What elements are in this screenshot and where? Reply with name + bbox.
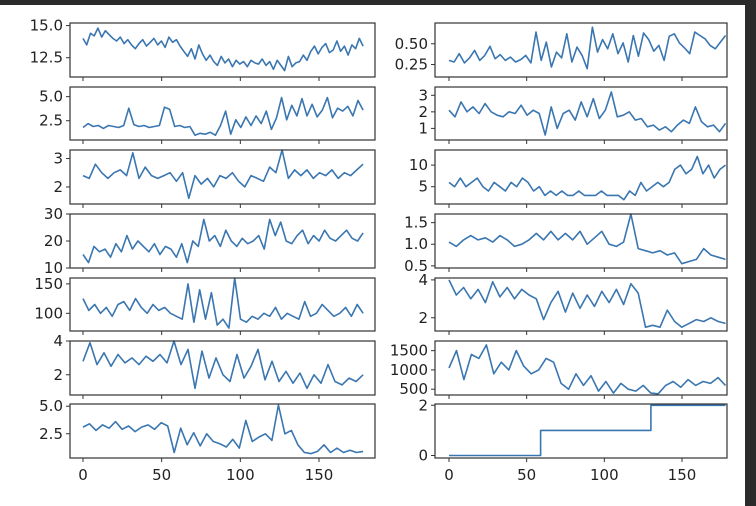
y-tick-label: 20 bbox=[44, 232, 63, 250]
y-tick-label: 150 bbox=[34, 275, 63, 293]
y-tick-label: 2 bbox=[418, 396, 428, 414]
axes-frame bbox=[69, 277, 376, 332]
x-tick-label: 100 bbox=[226, 466, 255, 484]
y-tick-label: 15.0 bbox=[30, 17, 63, 35]
subplot-r3c1: 23 bbox=[53, 149, 376, 208]
y-tick-label: 2 bbox=[53, 366, 63, 384]
subplot-r2c1: 2.55.0 bbox=[39, 86, 376, 144]
y-tick-label: 1 bbox=[418, 119, 428, 137]
x-tick-label: 150 bbox=[305, 466, 334, 484]
y-tick-label: 3 bbox=[53, 150, 63, 168]
series-line bbox=[449, 404, 726, 457]
axes-frame bbox=[434, 277, 728, 332]
subplot-r3c2: 510 bbox=[409, 149, 728, 208]
subplot-r5c1: 100 150 bbox=[34, 275, 376, 335]
series-line bbox=[82, 277, 364, 329]
axes-frame bbox=[434, 213, 728, 269]
y-tick-label: 4 bbox=[53, 332, 63, 350]
y-tick-label: 10 bbox=[44, 259, 63, 277]
y-tick-label: 2.5 bbox=[39, 425, 63, 443]
y-tick-label: 2 bbox=[53, 178, 63, 196]
series-line bbox=[448, 91, 727, 136]
y-tick-label: 2.5 bbox=[39, 112, 63, 130]
axes-frame bbox=[69, 340, 376, 396]
subplot-r2c2: 123 bbox=[418, 86, 728, 144]
subplot-r7c1: 2.5 5.0 0 50 100 150 bbox=[39, 397, 376, 484]
subplot-r4c2: 0.5 1.0 1.5 bbox=[404, 213, 728, 275]
series-line bbox=[82, 27, 364, 72]
series-line bbox=[448, 26, 727, 70]
y-tick-label: 5 bbox=[418, 178, 428, 196]
axes-frame bbox=[69, 22, 376, 78]
axes-frame bbox=[434, 149, 728, 205]
subplot-r7c2: 0 2 0 50 100 150 bbox=[418, 396, 728, 484]
x-tick-label: 100 bbox=[590, 466, 619, 484]
subplot-r5c2: 24 bbox=[418, 271, 728, 335]
y-tick-label: 5.0 bbox=[39, 88, 63, 106]
axes-frame bbox=[69, 86, 376, 141]
y-tick-label: 100 bbox=[34, 304, 63, 322]
y-tick-label: 0.25 bbox=[395, 56, 428, 74]
series-line bbox=[82, 404, 364, 455]
subplot-r6c1: 24 bbox=[53, 332, 376, 399]
axes-frame bbox=[69, 149, 376, 205]
figure-canvas bbox=[0, 5, 745, 506]
series-line bbox=[448, 279, 726, 329]
series-line bbox=[82, 218, 364, 264]
x-tick-label: 150 bbox=[668, 466, 697, 484]
y-tick-label: 0.5 bbox=[404, 257, 428, 275]
series-line bbox=[82, 96, 364, 136]
y-tick-label: 10 bbox=[409, 156, 428, 174]
series-line bbox=[448, 213, 726, 265]
axes-frame bbox=[434, 22, 728, 78]
y-tick-label: 1.0 bbox=[404, 235, 428, 253]
subplot-r1c2: 0.25 0.50 bbox=[395, 22, 728, 81]
x-tick-label: 0 bbox=[444, 466, 454, 484]
y-tick-label: 5.0 bbox=[39, 397, 63, 415]
series-line bbox=[448, 155, 726, 201]
axes-frame bbox=[434, 403, 728, 459]
y-tick-label: 2 bbox=[418, 309, 428, 327]
series-line bbox=[82, 340, 364, 390]
y-tick-label: 2 bbox=[418, 103, 428, 121]
series-line bbox=[82, 149, 364, 200]
subplot-r4c1: 10 20 30 bbox=[44, 205, 376, 277]
x-tick-label: 50 bbox=[517, 466, 536, 484]
y-tick-label: 500 bbox=[399, 380, 428, 398]
subplot-r1c1: 12.5 15.0 bbox=[30, 17, 376, 81]
y-tick-label: 3 bbox=[418, 86, 428, 104]
y-tick-label: 30 bbox=[44, 205, 63, 223]
y-tick-label: 1500 bbox=[390, 342, 428, 360]
y-tick-label: 4 bbox=[418, 271, 428, 289]
axes-frame bbox=[434, 86, 728, 141]
y-tick-label: 1.5 bbox=[404, 214, 428, 232]
axes-frame bbox=[69, 403, 376, 459]
y-tick-label: 0.50 bbox=[395, 35, 428, 53]
x-tick-label: 0 bbox=[78, 466, 88, 484]
series-line bbox=[448, 344, 727, 395]
y-tick-label: 1000 bbox=[390, 361, 428, 379]
y-tick-label: 12.5 bbox=[30, 49, 63, 67]
axes-frame bbox=[434, 340, 728, 396]
x-tick-label: 50 bbox=[152, 466, 171, 484]
y-tick-label: 0 bbox=[418, 446, 428, 464]
